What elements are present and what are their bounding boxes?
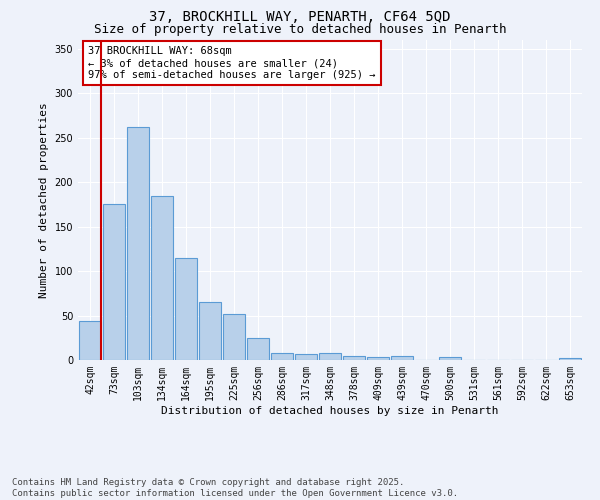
Bar [367, 358, 389, 360]
Bar [79, 321, 101, 360]
Bar [391, 356, 413, 360]
Bar [271, 353, 293, 360]
Bar [559, 358, 581, 360]
Bar [343, 356, 365, 360]
Bar [175, 258, 197, 360]
Text: Size of property relative to detached houses in Penarth: Size of property relative to detached ho… [94, 22, 506, 36]
Bar [151, 196, 173, 360]
Bar [247, 338, 269, 360]
Bar [103, 204, 125, 360]
Bar [223, 314, 245, 360]
Bar [319, 353, 341, 360]
Bar [127, 127, 149, 360]
Bar [439, 358, 461, 360]
Text: 37, BROCKHILL WAY, PENARTH, CF64 5QD: 37, BROCKHILL WAY, PENARTH, CF64 5QD [149, 10, 451, 24]
Bar [295, 354, 317, 360]
Bar [199, 302, 221, 360]
Text: 37 BROCKHILL WAY: 68sqm
← 3% of detached houses are smaller (24)
97% of semi-det: 37 BROCKHILL WAY: 68sqm ← 3% of detached… [88, 46, 376, 80]
Y-axis label: Number of detached properties: Number of detached properties [39, 102, 49, 298]
Text: Contains HM Land Registry data © Crown copyright and database right 2025.
Contai: Contains HM Land Registry data © Crown c… [12, 478, 458, 498]
X-axis label: Distribution of detached houses by size in Penarth: Distribution of detached houses by size … [161, 406, 499, 415]
